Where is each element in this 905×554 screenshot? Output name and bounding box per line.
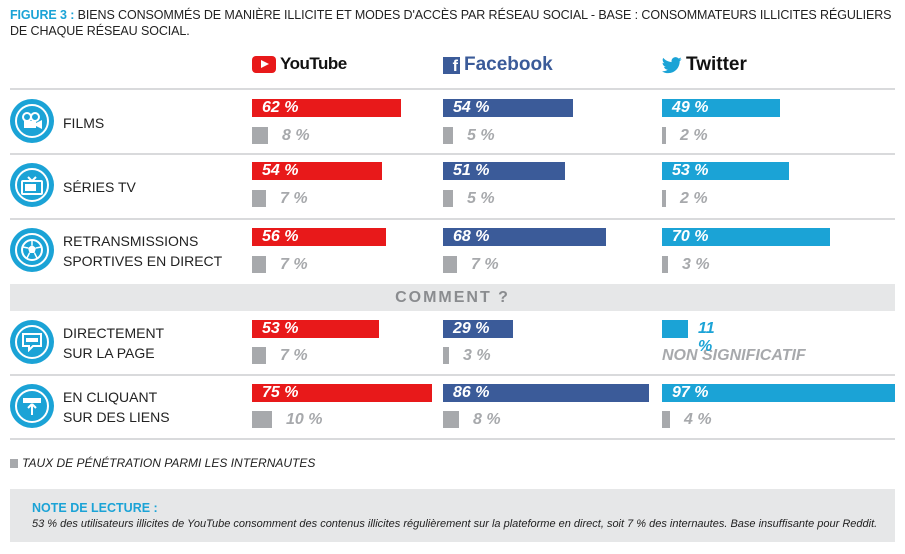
bar-label-twitter-1: 53 % [672, 162, 709, 179]
row-separator [10, 218, 895, 220]
bar-label-twitter-3: 11 % [698, 320, 715, 355]
penetration-label-facebook-0: 5 % [467, 127, 495, 144]
link-click-icon [10, 384, 54, 428]
bar-youtube-4: 75 % [252, 384, 432, 402]
bar-label-youtube-0: 62 % [262, 99, 299, 116]
bar-facebook-2: 68 % [443, 228, 606, 246]
youtube-logo-icon [252, 55, 276, 73]
penetration-bar-youtube-4 [252, 411, 272, 428]
penetration-label-facebook-2: 7 % [471, 256, 499, 273]
category-label-sport-1: RETRANSMISSIONS [63, 233, 199, 249]
bar-facebook-4: 86 % [443, 384, 649, 402]
figure-number: FIGURE 3 : [10, 8, 75, 22]
twitter-non-significatif-label: NON SIGNIFICATIF [662, 347, 806, 364]
twitter-bird-icon [662, 56, 682, 74]
category-label-links-1: EN CLIQUANT [63, 389, 158, 405]
chart-title: FIGURE 3 : BIENS CONSOMMÉS DE MANIÈRE IL… [10, 8, 900, 39]
film-camera-icon [10, 99, 54, 143]
comment-section-header: COMMENT ? [10, 284, 895, 311]
category-label-sport-2: SPORTIVES EN DIRECT [63, 253, 223, 269]
bar-label-facebook-3: 29 % [453, 320, 490, 337]
penetration-label-twitter-4: 4 % [684, 411, 712, 428]
penetration-label-youtube-1: 7 % [280, 190, 308, 207]
bar-label-twitter-0: 49 % [672, 99, 709, 116]
penetration-label-twitter-1: 2 % [680, 190, 708, 207]
bar-label-youtube-3: 53 % [262, 320, 299, 337]
penetration-label-facebook-1: 5 % [467, 190, 495, 207]
bar-facebook-0: 54 % [443, 99, 573, 117]
bar-twitter-0: 49 % [662, 99, 780, 117]
brand-facebook-label: Facebook [464, 54, 553, 75]
penetration-bar-facebook-2 [443, 256, 457, 273]
penetration-bar-twitter-1 [662, 190, 666, 207]
row-separator [10, 88, 895, 90]
soccer-ball-icon [10, 228, 54, 272]
bar-label-facebook-1: 51 % [453, 162, 490, 179]
title-text-2: DE CHAQUE RÉSEAU SOCIAL. [10, 23, 190, 38]
penetration-bar-youtube-2 [252, 256, 266, 273]
legend: TAUX DE PÉNÉTRATION PARMI LES INTERNAUTE… [10, 456, 315, 470]
row-separator [10, 374, 895, 376]
category-label-series: SÉRIES TV [63, 179, 136, 195]
bar-label-twitter-2: 70 % [672, 228, 709, 245]
legend-label: TAUX DE PÉNÉTRATION PARMI LES INTERNAUTE… [22, 456, 316, 470]
bar-twitter-4: 97 % [662, 384, 895, 402]
bar-label-youtube-4: 75 % [262, 384, 299, 401]
facebook-logo-icon: f [443, 56, 460, 74]
legend-swatch [10, 458, 18, 468]
bar-label-youtube-1: 54 % [262, 162, 299, 179]
penetration-label-youtube-0: 8 % [282, 127, 310, 144]
bar-twitter-3: 11 % [662, 320, 715, 355]
tv-icon [10, 163, 54, 207]
penetration-bar-youtube-3 [252, 347, 266, 364]
brand-twitter: Twitter [662, 54, 747, 76]
category-label-films: FILMS [63, 115, 105, 131]
penetration-label-youtube-2: 7 % [280, 256, 308, 273]
row-separator [10, 153, 895, 155]
bar-youtube-1: 54 % [252, 162, 382, 180]
row-separator [10, 438, 895, 440]
penetration-bar-facebook-4 [443, 411, 459, 428]
penetration-label-facebook-4: 8 % [473, 411, 501, 428]
penetration-bar-twitter-2 [662, 256, 668, 273]
category-label-links-2: SUR DES LIENS [63, 409, 170, 425]
penetration-label-facebook-3: 3 % [463, 347, 491, 364]
note-body: 53 % des utilisateurs illicites de YouTu… [32, 518, 878, 530]
penetration-label-youtube-3: 7 % [280, 347, 308, 364]
penetration-bar-twitter-4 [662, 411, 670, 428]
category-label-direct-1: DIRECTEMENT [63, 325, 165, 341]
penetration-label-twitter-0: 2 % [680, 127, 708, 144]
penetration-bar-facebook-0 [443, 127, 453, 144]
bar-label-facebook-2: 68 % [453, 228, 490, 245]
bar-label-twitter-4: 97 % [672, 384, 709, 401]
bar-youtube-2: 56 % [252, 228, 386, 246]
title-text-1: BIENS CONSOMMÉS DE MANIÈRE ILLICITE ET M… [74, 8, 892, 22]
bar-label-facebook-4: 86 % [453, 384, 490, 401]
bar-label-facebook-0: 54 % [453, 99, 490, 116]
bar-facebook-3: 29 % [443, 320, 513, 338]
bar-youtube-3: 53 % [252, 320, 379, 338]
brand-twitter-label: Twitter [686, 54, 747, 75]
chat-bubble-icon [10, 320, 54, 364]
bar-label-youtube-2: 56 % [262, 228, 299, 245]
bar-twitter-2: 70 % [662, 228, 830, 246]
penetration-label-twitter-2: 3 % [682, 256, 710, 273]
penetration-bar-facebook-1 [443, 190, 453, 207]
penetration-bar-youtube-1 [252, 190, 266, 207]
brand-youtube: YouTube [252, 54, 347, 74]
bar-youtube-0: 62 % [252, 99, 401, 117]
penetration-bar-youtube-0 [252, 127, 268, 144]
note-title: NOTE DE LECTURE : [32, 501, 158, 515]
category-label-direct-2: SUR LA PAGE [63, 345, 155, 361]
brand-youtube-label: YouTube [280, 54, 347, 73]
bar-twitter-1: 53 % [662, 162, 789, 180]
penetration-label-youtube-4: 10 % [286, 411, 323, 428]
bar-facebook-1: 51 % [443, 162, 565, 180]
reading-note: NOTE DE LECTURE : 53 % des utilisateurs … [10, 489, 895, 542]
penetration-bar-facebook-3 [443, 347, 449, 364]
penetration-bar-twitter-0 [662, 127, 666, 144]
brand-facebook: f Facebook [443, 54, 553, 76]
